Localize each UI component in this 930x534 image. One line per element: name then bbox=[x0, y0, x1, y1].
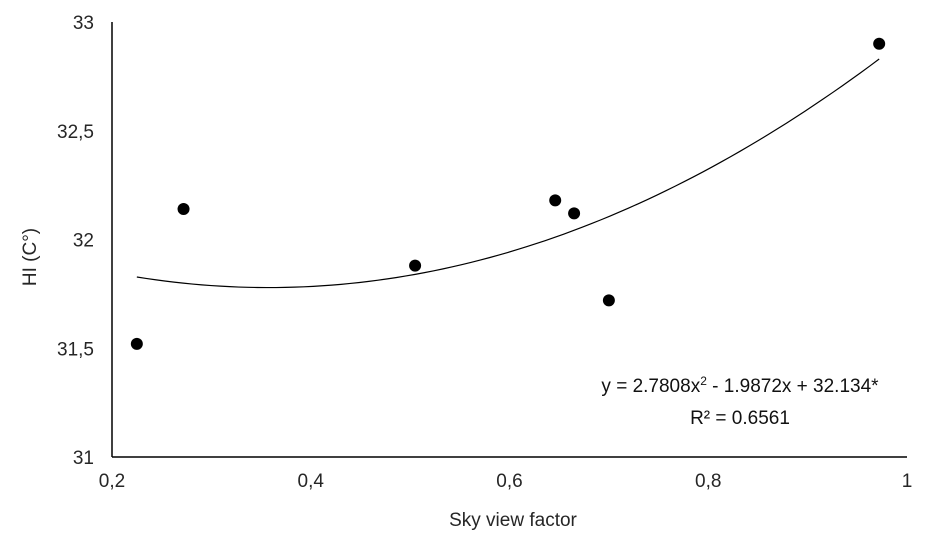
equation-prefix: y = 2.7808x bbox=[601, 376, 700, 397]
x-tick-label: 1 bbox=[902, 471, 913, 492]
data-point bbox=[873, 37, 886, 50]
data-point bbox=[409, 259, 422, 272]
data-point bbox=[568, 207, 581, 220]
trendline-equation: y = 2.7808x2 - 1.9872x + 32.134* bbox=[601, 374, 879, 397]
data-point bbox=[602, 294, 615, 307]
x-tick-label: 0,6 bbox=[496, 471, 522, 492]
equation-superscript: 2 bbox=[700, 374, 707, 388]
trendline bbox=[136, 58, 880, 289]
x-tick-label: 0,4 bbox=[298, 471, 325, 492]
equation-suffix: - 1.9872x + 32.134* bbox=[707, 376, 879, 397]
tick-labels: 0,2 0,4 0,6 0,8 1 31 31,5 32 32,5 33 bbox=[57, 13, 912, 492]
y-tick-label: 32,5 bbox=[57, 122, 94, 143]
x-axis-title: Sky view factor bbox=[449, 510, 577, 531]
data-point bbox=[177, 203, 190, 216]
y-tick-label: 31 bbox=[73, 448, 94, 469]
data-points bbox=[130, 37, 886, 350]
data-point bbox=[549, 194, 562, 207]
y-tick-label: 32 bbox=[73, 231, 94, 252]
r-squared-label: R² = 0.6561 bbox=[690, 408, 790, 429]
y-tick-label: 33 bbox=[73, 13, 94, 34]
y-axis-title: HI (C°) bbox=[20, 228, 41, 286]
trendline-layer bbox=[136, 58, 880, 289]
axes bbox=[111, 22, 907, 458]
x-tick-label: 0,2 bbox=[99, 471, 125, 492]
y-tick-label: 31,5 bbox=[57, 339, 94, 360]
x-tick-label: 0,8 bbox=[695, 471, 721, 492]
data-point bbox=[130, 337, 143, 350]
